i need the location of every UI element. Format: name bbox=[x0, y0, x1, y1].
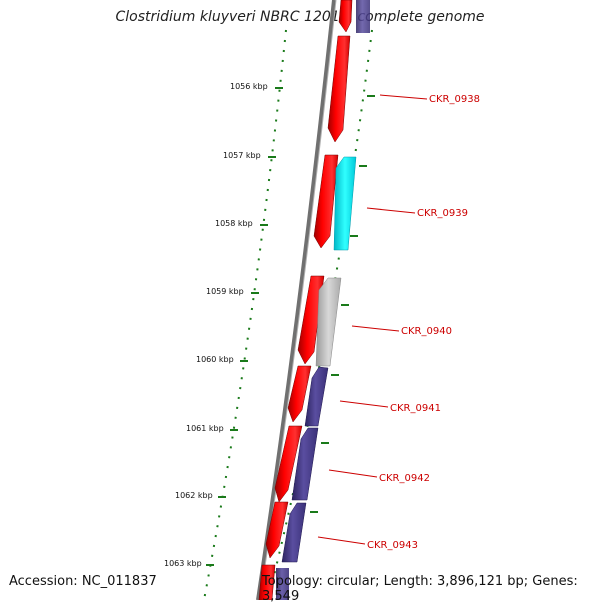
outer-ruler-dots bbox=[267, 29, 373, 600]
cds-cyan[interactable] bbox=[333, 156, 357, 251]
gene-label[interactable]: CKR_0943 bbox=[367, 540, 418, 551]
cds-forward[interactable] bbox=[297, 275, 325, 365]
cds-reverse[interactable] bbox=[291, 427, 319, 501]
cds-reverse[interactable] bbox=[281, 502, 307, 563]
gene-label[interactable]: CKR_0942 bbox=[379, 473, 430, 484]
tick-label: 1059 kbp bbox=[206, 287, 244, 296]
gene-label[interactable]: CKR_0938 bbox=[429, 94, 480, 105]
tick-label: 1062 kbp bbox=[175, 491, 213, 500]
cds-forward[interactable] bbox=[265, 501, 289, 559]
accession-text: Accession: NC_011837 bbox=[9, 574, 157, 589]
cds-reverse[interactable] bbox=[304, 366, 329, 427]
cds-reverse[interactable] bbox=[276, 568, 289, 600]
cds-forward[interactable] bbox=[258, 564, 276, 600]
cds-forward[interactable] bbox=[287, 365, 312, 423]
tick-label: 1056 kbp bbox=[230, 82, 268, 91]
genome-backbone bbox=[256, 0, 336, 600]
cds-reverse[interactable] bbox=[356, 0, 370, 33]
cds-forward[interactable] bbox=[338, 0, 353, 33]
tick-label: 1063 kbp bbox=[164, 559, 202, 568]
gene-label[interactable]: CKR_0939 bbox=[417, 208, 468, 219]
feature-grey[interactable] bbox=[315, 277, 342, 367]
gene-label[interactable]: CKR_0941 bbox=[390, 403, 441, 414]
tick-label: 1060 kbp bbox=[196, 355, 234, 364]
map-title: Clostridium kluyveri NBRC 12016, complet… bbox=[115, 9, 485, 25]
forward-strand-genes bbox=[258, 0, 353, 600]
gene-label-lines bbox=[317, 94, 428, 545]
cds-forward[interactable] bbox=[274, 425, 303, 503]
tick-label: 1057 kbp bbox=[223, 151, 261, 160]
tick-label: 1058 kbp bbox=[215, 219, 253, 228]
gene-label[interactable]: CKR_0940 bbox=[401, 326, 452, 337]
reverse-strand-genes bbox=[276, 0, 370, 600]
tick-label: 1061 kbp bbox=[186, 424, 224, 433]
cds-forward[interactable] bbox=[313, 154, 339, 249]
cds-forward[interactable] bbox=[327, 35, 351, 143]
kbp-ruler: 1056 kbp 1057 kbp 1058 kbp 1059 kbp 1060… bbox=[164, 82, 375, 568]
